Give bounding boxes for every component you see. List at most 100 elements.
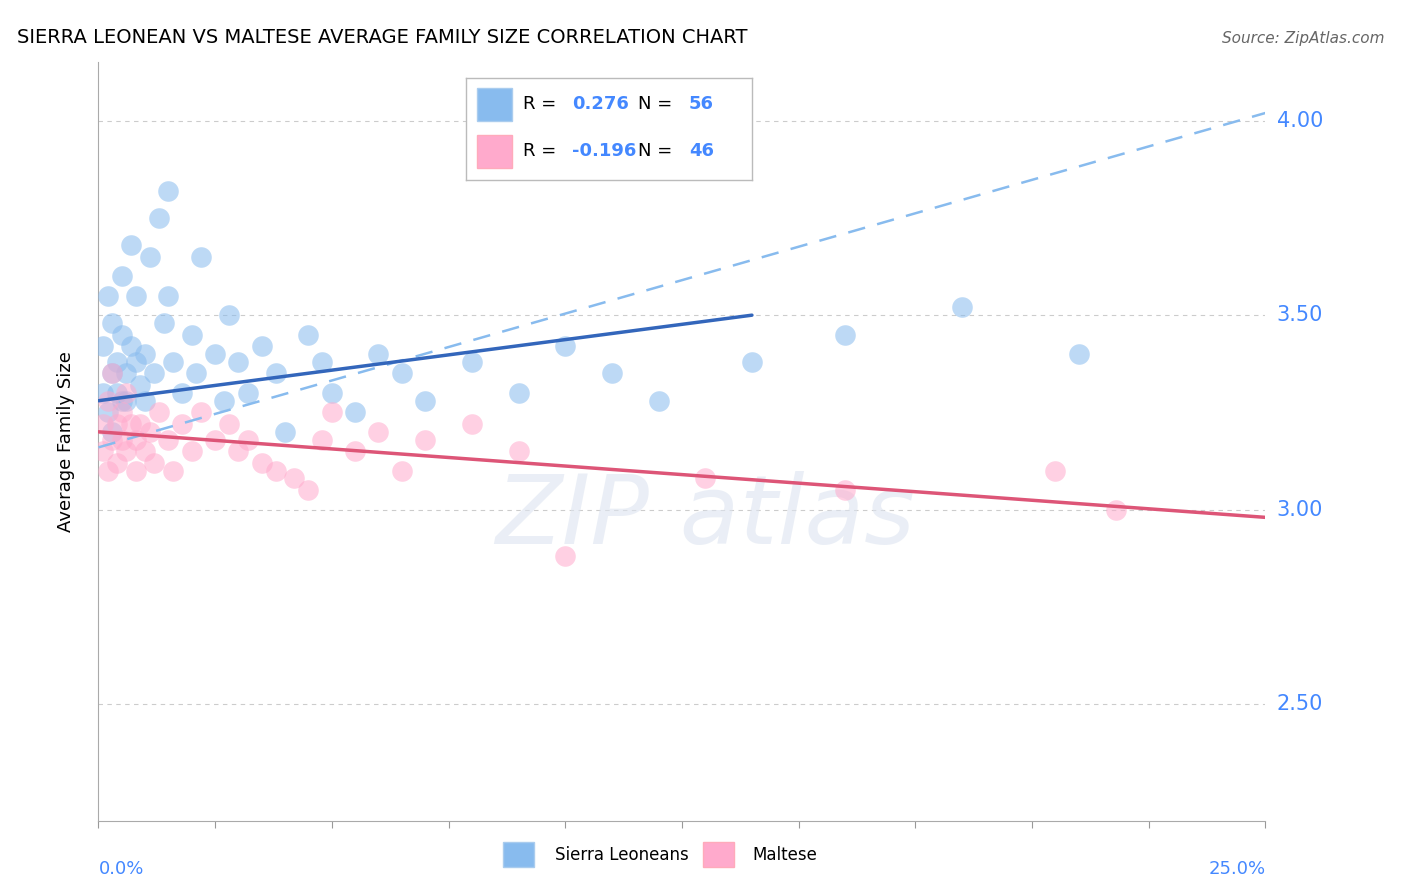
Point	[321, 386, 343, 401]
Point	[134, 347, 156, 361]
Point	[600, 367, 623, 381]
Point	[180, 327, 202, 342]
Point	[554, 549, 576, 564]
Point	[91, 339, 114, 353]
Point	[105, 456, 128, 470]
Point	[190, 405, 212, 419]
Point	[344, 444, 367, 458]
Point	[695, 471, 717, 485]
Point	[204, 347, 226, 361]
Point	[264, 464, 287, 478]
Text: 2.50: 2.50	[1277, 694, 1323, 714]
Point	[264, 367, 287, 381]
Point	[91, 386, 114, 401]
Point	[125, 289, 148, 303]
Point	[218, 308, 240, 322]
Point	[101, 367, 124, 381]
Point	[461, 355, 484, 369]
Point	[97, 405, 120, 419]
Point	[157, 433, 180, 447]
Point	[311, 355, 333, 369]
Point	[115, 444, 138, 458]
Point	[283, 471, 305, 485]
Point	[190, 250, 212, 264]
Point	[105, 417, 128, 431]
Point	[101, 433, 124, 447]
Text: Maltese: Maltese	[752, 846, 817, 863]
Point	[834, 483, 856, 497]
Point	[1045, 464, 1067, 478]
Point	[115, 386, 138, 401]
Text: 0.0%: 0.0%	[98, 860, 143, 878]
Point	[250, 456, 273, 470]
Point	[97, 289, 120, 303]
Point	[129, 378, 152, 392]
Point	[413, 433, 436, 447]
Point	[1067, 347, 1090, 361]
Point	[97, 393, 120, 408]
Point	[162, 355, 184, 369]
Point	[554, 339, 576, 353]
Point	[129, 417, 152, 431]
Point	[186, 367, 208, 381]
Point	[134, 444, 156, 458]
Y-axis label: Average Family Size: Average Family Size	[56, 351, 75, 532]
Point	[228, 444, 250, 458]
Point	[111, 433, 134, 447]
Point	[508, 444, 530, 458]
Point	[111, 269, 134, 284]
Point	[148, 405, 170, 419]
Point	[125, 464, 148, 478]
Point	[152, 316, 174, 330]
Point	[105, 355, 128, 369]
Point	[148, 211, 170, 225]
Point	[413, 393, 436, 408]
Point	[139, 425, 162, 439]
Point	[321, 405, 343, 419]
Point	[91, 444, 114, 458]
Point	[125, 433, 148, 447]
Text: SIERRA LEONEAN VS MALTESE AVERAGE FAMILY SIZE CORRELATION CHART: SIERRA LEONEAN VS MALTESE AVERAGE FAMILY…	[17, 28, 747, 47]
Point	[367, 425, 389, 439]
Point	[204, 433, 226, 447]
Text: 4.00: 4.00	[1277, 111, 1323, 131]
Point	[139, 250, 162, 264]
Point	[120, 417, 142, 431]
Point	[250, 339, 273, 353]
Text: Sierra Leoneans: Sierra Leoneans	[555, 846, 689, 863]
Text: ZIP atlas: ZIP atlas	[495, 471, 915, 564]
Point	[236, 433, 259, 447]
Point	[508, 386, 530, 401]
Point	[111, 327, 134, 342]
Point	[172, 417, 194, 431]
Point	[115, 393, 138, 408]
Point	[101, 367, 124, 381]
Point	[111, 405, 134, 419]
Point	[391, 367, 413, 381]
Text: 25.0%: 25.0%	[1208, 860, 1265, 878]
Point	[120, 238, 142, 252]
Point	[157, 184, 180, 198]
Point	[134, 393, 156, 408]
Point	[157, 289, 180, 303]
Point	[214, 393, 236, 408]
Point	[111, 393, 134, 408]
Point	[218, 417, 240, 431]
Point	[101, 425, 124, 439]
Point	[91, 417, 114, 431]
Point	[297, 327, 319, 342]
Text: 3.00: 3.00	[1277, 500, 1323, 519]
Point	[391, 464, 413, 478]
Point	[115, 367, 138, 381]
Point	[834, 327, 856, 342]
Point	[297, 483, 319, 497]
Point	[101, 316, 124, 330]
Point	[950, 301, 973, 315]
Point	[367, 347, 389, 361]
Point	[647, 393, 669, 408]
Point	[741, 355, 763, 369]
Text: Source: ZipAtlas.com: Source: ZipAtlas.com	[1222, 31, 1385, 46]
Point	[105, 386, 128, 401]
Point	[125, 355, 148, 369]
Point	[228, 355, 250, 369]
